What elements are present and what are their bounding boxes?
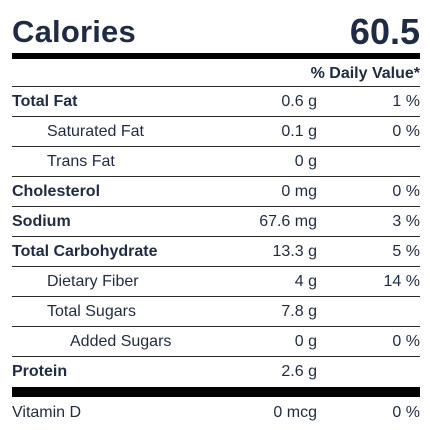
thick-divider-top bbox=[12, 53, 420, 59]
nutrient-name: Protein bbox=[12, 363, 68, 380]
nutrient-amount: 4 g bbox=[294, 272, 317, 290]
nutrient-daily-value: 0 % bbox=[392, 122, 420, 140]
nutrient-name: Saturated Fat bbox=[47, 122, 144, 140]
vitamin-name: Vitamin D bbox=[12, 404, 82, 421]
nutrient-daily-value: 0 % bbox=[392, 332, 420, 350]
nutrient-name: Total Fat bbox=[12, 92, 78, 110]
nutrient-name: Cholesterol bbox=[12, 182, 101, 200]
calories-label: Calories bbox=[12, 14, 136, 49]
vitamin-row-vitamin-d: Vitamin D 0 mcg 0 % bbox=[12, 398, 420, 428]
nutrient-name: Total Carbohydrate bbox=[12, 242, 158, 260]
calories-value: 60.5 bbox=[349, 11, 420, 52]
nutrient-row-total-carbohydrate: Total Carbohydrate 13.3 g 5 % bbox=[12, 237, 420, 267]
nutrient-row-protein: Protein 2.6 g bbox=[12, 357, 420, 387]
nutrient-daily-value: 3 % bbox=[392, 212, 420, 230]
nutrient-row-saturated-fat: Saturated Fat 0.1 g 0 % bbox=[12, 117, 420, 147]
nutrient-amount: 0.1 g bbox=[281, 122, 317, 140]
nutrient-row-added-sugars: Added Sugars 0 g 0 % bbox=[12, 327, 420, 357]
daily-value-header: % Daily Value* bbox=[12, 59, 420, 87]
nutrient-amount: 0 g bbox=[294, 332, 317, 350]
nutrient-amount: 67.6 mg bbox=[259, 212, 317, 230]
nutrient-daily-value: 14 % bbox=[383, 272, 420, 290]
nutrient-row-total-sugars: Total Sugars 7.8 g bbox=[12, 297, 420, 327]
nutrient-amount: 0 g bbox=[294, 152, 317, 170]
vitamin-daily-value: 0 % bbox=[392, 404, 420, 421]
nutrient-amount: 2.6 g bbox=[281, 363, 317, 380]
nutrient-daily-value: 0 % bbox=[392, 182, 420, 200]
nutrient-row-total-fat: Total Fat 0.6 g 1 % bbox=[12, 87, 420, 117]
nutrient-daily-value: 1 % bbox=[392, 92, 420, 110]
nutrient-name: Added Sugars bbox=[70, 332, 172, 350]
nutrient-amount: 13.3 g bbox=[272, 242, 317, 260]
nutrient-amount: 7.8 g bbox=[281, 302, 317, 320]
nutrient-row-cholesterol: Cholesterol 0 mg 0 % bbox=[12, 177, 420, 207]
nutrient-name: Trans Fat bbox=[47, 152, 115, 170]
nutrient-row-trans-fat: Trans Fat 0 g bbox=[12, 147, 420, 177]
nutrient-row-sodium: Sodium 67.6 mg 3 % bbox=[12, 207, 420, 237]
nutrient-name: Dietary Fiber bbox=[47, 272, 139, 290]
nutrient-amount: 0.6 g bbox=[281, 92, 317, 110]
nutrient-row-dietary-fiber: Dietary Fiber 4 g 14 % bbox=[12, 267, 420, 297]
nutrient-name: Total Sugars bbox=[47, 302, 136, 320]
thick-divider-bottom bbox=[12, 387, 420, 397]
nutrition-facts-panel: Calories 60.5 % Daily Value* Total Fat 0… bbox=[12, 0, 420, 428]
vitamin-amount: 0 mcg bbox=[273, 404, 317, 421]
nutrient-amount: 0 mg bbox=[281, 182, 317, 200]
nutrient-name: Sodium bbox=[12, 212, 71, 230]
nutrient-daily-value: 5 % bbox=[392, 242, 420, 260]
calories-row: Calories 60.5 bbox=[12, 0, 420, 52]
